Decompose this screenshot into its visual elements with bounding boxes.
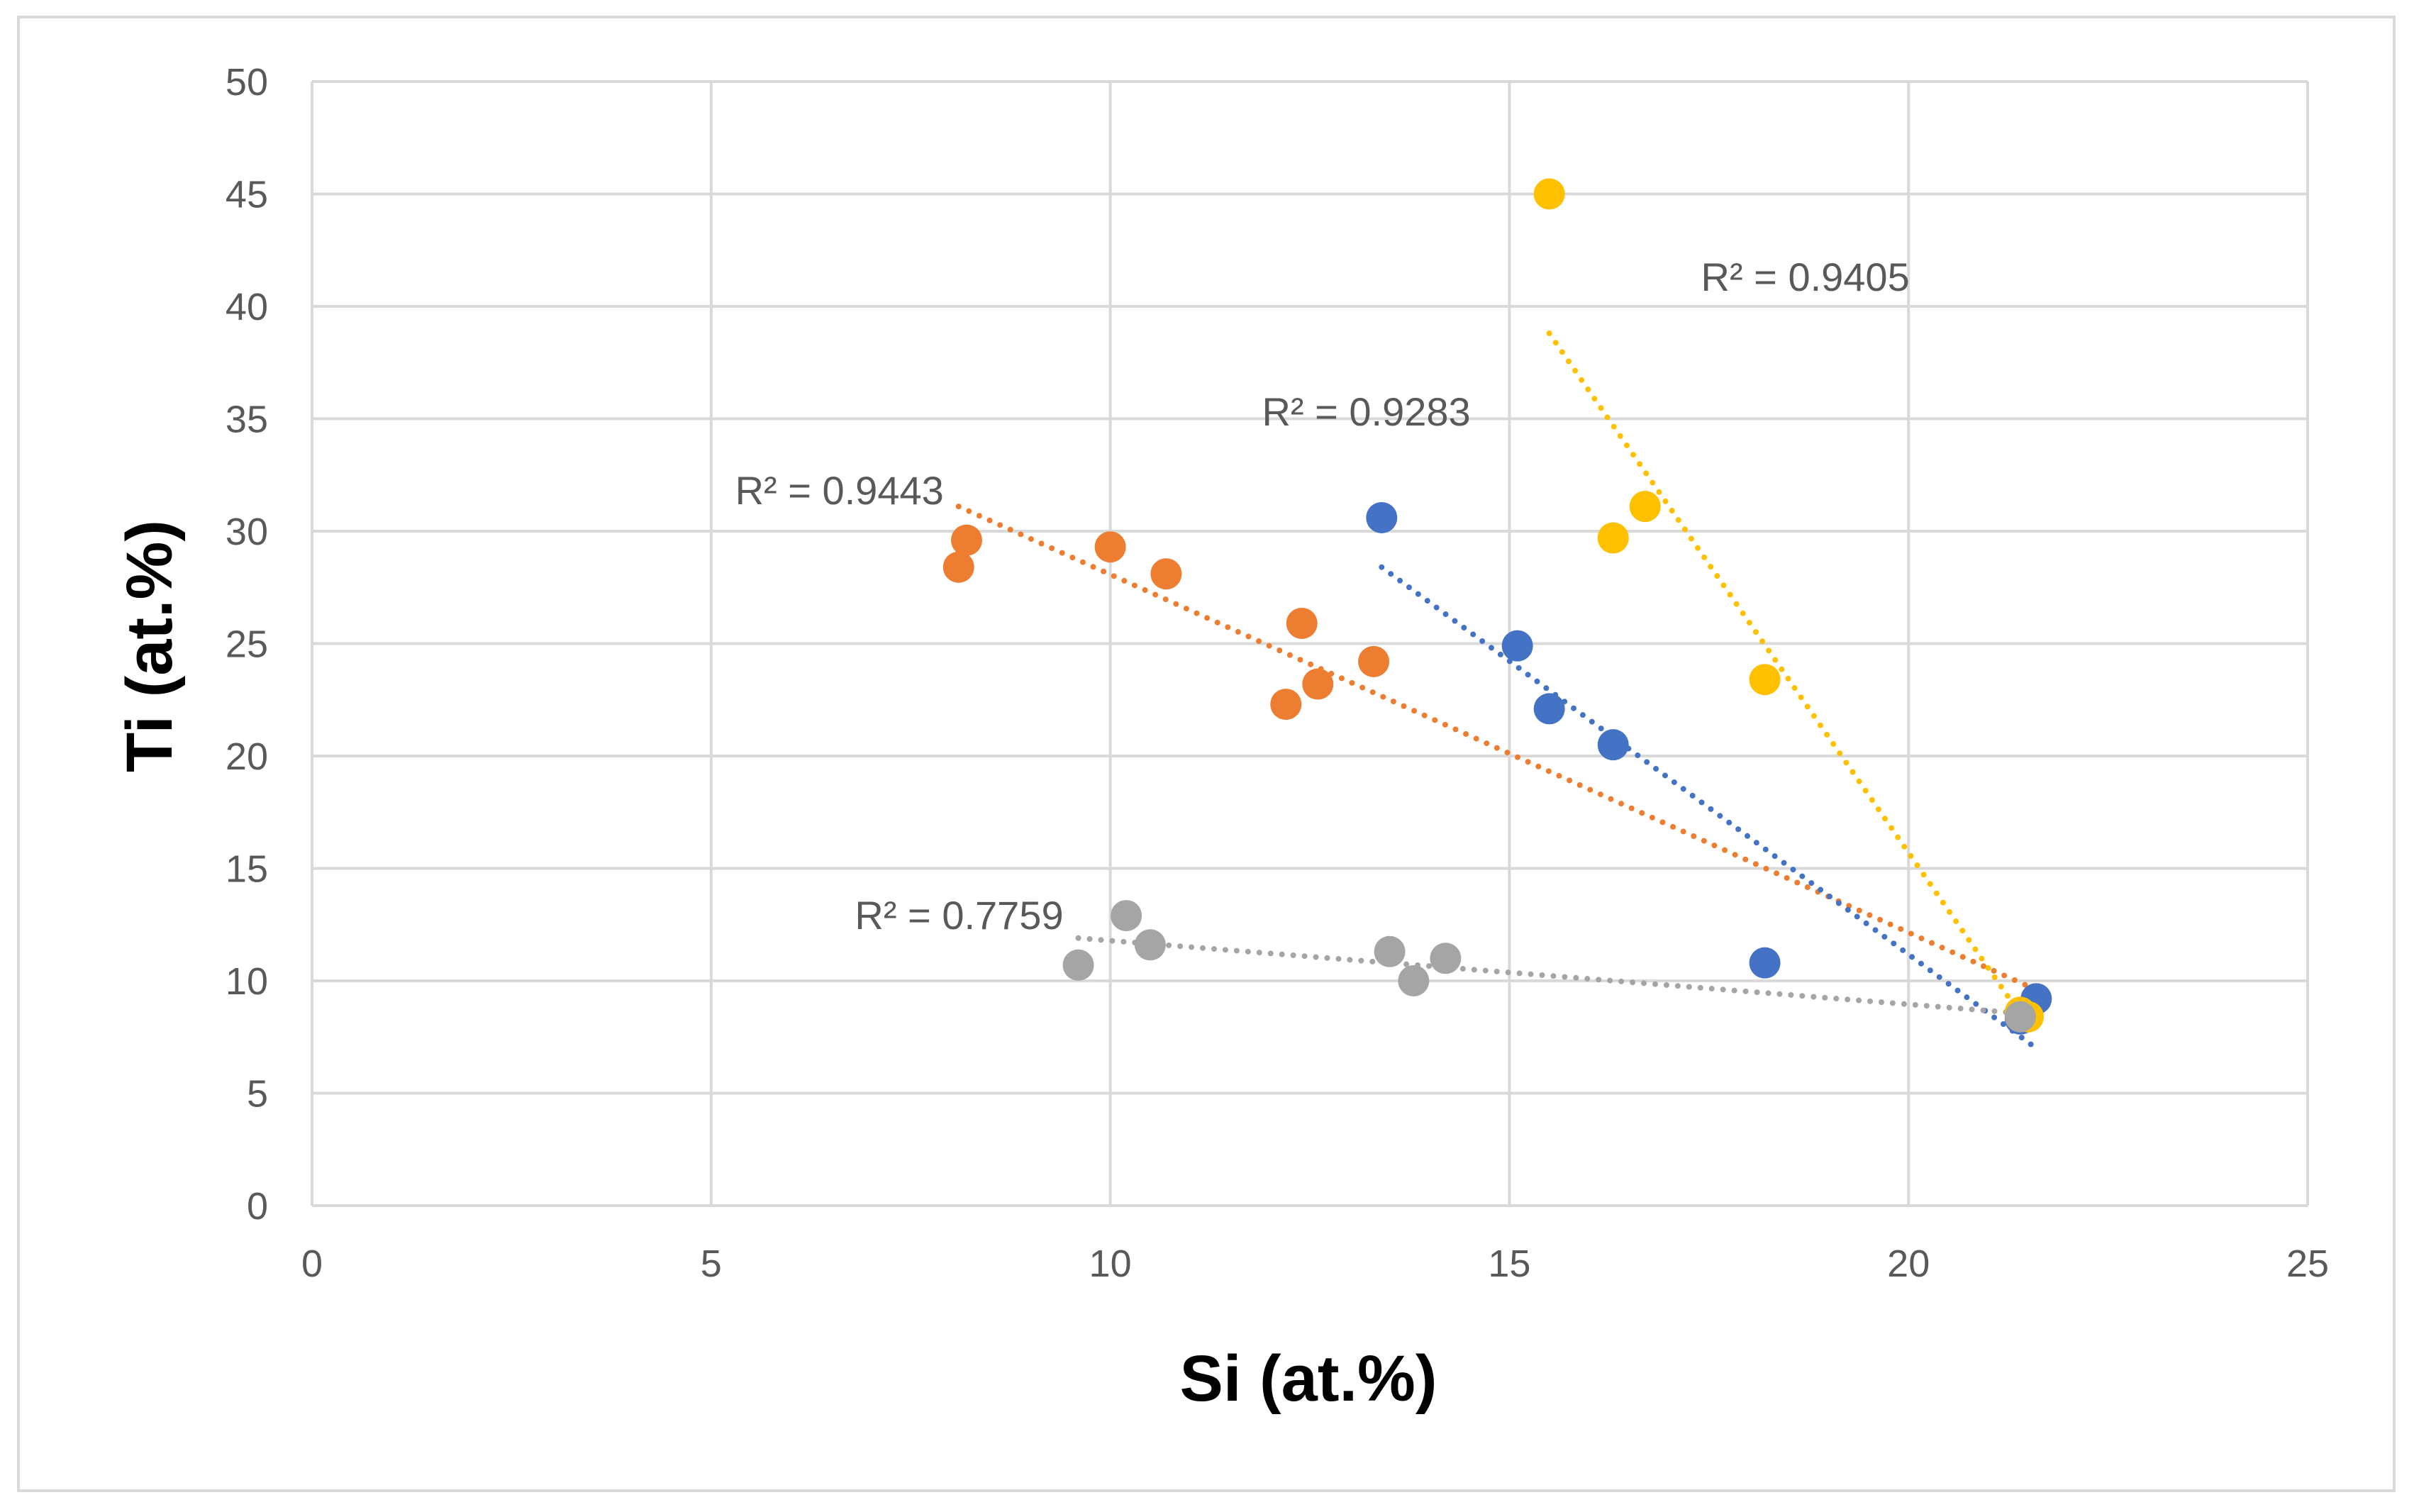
point-blue-3 xyxy=(1597,729,1629,761)
y-tick-label-50: 50 xyxy=(226,61,268,104)
trendline-orange xyxy=(955,504,2040,993)
point-yellow-2 xyxy=(1629,491,1661,523)
r2-label-yellow: R² = 0.9405 xyxy=(1701,255,1910,299)
trendline-gray xyxy=(1075,935,2040,1018)
point-blue-0 xyxy=(1366,501,1398,533)
x-tick-label-0: 0 xyxy=(301,1243,323,1285)
y-axis-title: Ti (at.%) xyxy=(113,520,186,772)
trendline-yellow xyxy=(1546,330,2032,1029)
point-orange-4 xyxy=(1270,689,1302,721)
r2-label-gray: R² = 0.7759 xyxy=(855,893,1063,938)
point-orange-5 xyxy=(1286,607,1318,639)
x-axis-title: Si (at.%) xyxy=(1180,1343,1437,1415)
point-gray-2 xyxy=(1134,929,1166,961)
x-tick-label-20: 20 xyxy=(1887,1243,1930,1285)
point-gray-4 xyxy=(1398,965,1430,996)
trendline-blue xyxy=(1379,564,2040,1052)
y-tick-label-0: 0 xyxy=(247,1185,268,1228)
point-orange-0 xyxy=(942,551,974,583)
point-gray-6 xyxy=(2004,1001,2036,1033)
y-tick-label-20: 20 xyxy=(226,735,268,778)
x-tick-label-10: 10 xyxy=(1089,1243,1132,1285)
y-tick-label-10: 10 xyxy=(226,960,268,1003)
x-tick-label-25: 25 xyxy=(2286,1243,2329,1285)
gridlines xyxy=(311,80,2309,1207)
point-orange-1 xyxy=(950,524,982,556)
point-yellow-3 xyxy=(1749,664,1781,696)
chart-frame xyxy=(17,16,2396,1492)
point-gray-3 xyxy=(1374,935,1406,967)
data-points xyxy=(942,178,2052,1035)
point-blue-4 xyxy=(1749,947,1781,979)
y-tick-label-25: 25 xyxy=(226,623,268,666)
point-gray-5 xyxy=(1430,943,1462,974)
tick-labels: 0 5 10 15 20 25 30 35 40 45 50 0 5 10 15 20 25 xyxy=(226,61,2329,1285)
y-tick-label-5: 5 xyxy=(247,1073,268,1116)
point-gray-1 xyxy=(1111,900,1142,932)
r2-label-blue: R² = 0.9283 xyxy=(1262,389,1470,434)
x-tick-label-15: 15 xyxy=(1488,1243,1530,1285)
y-tick-label-30: 30 xyxy=(226,511,268,553)
point-yellow-0 xyxy=(1533,178,1565,210)
point-gray-0 xyxy=(1062,949,1094,981)
y-tick-label-40: 40 xyxy=(226,286,268,328)
y-tick-label-15: 15 xyxy=(226,848,268,891)
point-orange-6 xyxy=(1302,668,1334,700)
point-yellow-1 xyxy=(1597,522,1629,554)
y-tick-label-45: 45 xyxy=(226,174,268,216)
point-orange-2 xyxy=(1094,531,1126,563)
y-tick-label-35: 35 xyxy=(226,399,268,441)
trendlines xyxy=(955,330,2040,1052)
point-orange-7 xyxy=(1358,645,1390,677)
r2-label-orange: R² = 0.9443 xyxy=(735,468,944,513)
r2-labels: R² = 0.9443 R² = 0.9283 R² = 0.9405 R² = 0.… xyxy=(735,255,1910,938)
x-tick-label-5: 5 xyxy=(701,1243,722,1285)
point-orange-3 xyxy=(1150,558,1182,590)
point-blue-2 xyxy=(1533,693,1565,725)
point-blue-1 xyxy=(1501,630,1533,662)
